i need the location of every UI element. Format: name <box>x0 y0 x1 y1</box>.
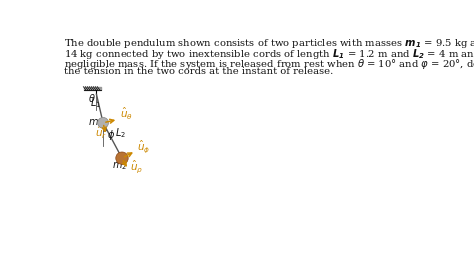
Text: $m_1$: $m_1$ <box>88 118 103 130</box>
Text: $\hat{u}_\rho$: $\hat{u}_\rho$ <box>130 159 143 175</box>
Text: the tension in the two cords at the instant of release.: the tension in the two cords at the inst… <box>64 67 333 76</box>
Text: $\phi$: $\phi$ <box>107 128 115 142</box>
Text: negligible mass. If the system is released from rest when $\theta$ = 10$\degree$: negligible mass. If the system is releas… <box>64 57 474 71</box>
Text: $m_2$: $m_2$ <box>112 160 127 172</box>
Text: The double pendulum shown consists of two particles with masses $\bfit{m}_1$ = 9: The double pendulum shown consists of tw… <box>64 37 474 50</box>
Text: $\hat{u}_\phi$: $\hat{u}_\phi$ <box>137 138 150 155</box>
Circle shape <box>116 152 128 164</box>
Text: $L_2$: $L_2$ <box>115 126 126 140</box>
Text: $L_1$: $L_1$ <box>90 96 101 110</box>
Text: $\hat{u}_\theta$: $\hat{u}_\theta$ <box>120 106 133 122</box>
Text: $\hat{u}_r$: $\hat{u}_r$ <box>95 125 107 141</box>
Circle shape <box>98 117 109 128</box>
Text: $\theta$: $\theta$ <box>88 92 96 104</box>
Text: 14 kg connected by two inextensible cords of length $\bfit{L}_1$ = 1.2 m and $\b: 14 kg connected by two inextensible cord… <box>64 47 474 61</box>
